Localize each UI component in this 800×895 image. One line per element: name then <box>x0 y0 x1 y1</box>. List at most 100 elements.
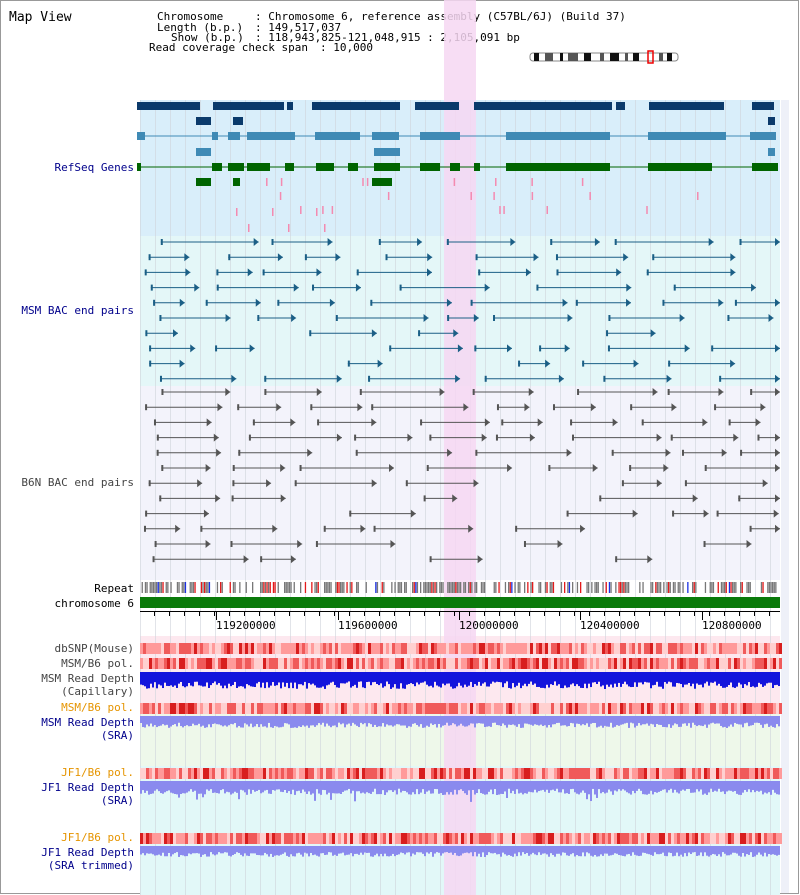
jf1-b6-pol-cell <box>467 768 470 779</box>
b6n-bac-track-label[interactable]: B6N BAC end pairs <box>21 476 134 489</box>
msm-depth-cap-label-1[interactable]: MSM Read Depth <box>41 672 134 685</box>
msm-depth-sra-bar <box>594 716 596 723</box>
jf1-b6-pol-cell <box>671 768 674 779</box>
msm-depth-sra-bar <box>674 716 676 724</box>
jf1-b6-pol-label[interactable]: JF1/B6 pol. <box>61 766 134 779</box>
msm-depth-sra-bar <box>458 716 460 726</box>
msm-b6-pol-sra-cell <box>629 703 632 714</box>
jf1-depth-trim-bar <box>724 846 726 854</box>
msm-b6-pol-cell <box>536 658 539 669</box>
jf1-b6-pol-cell <box>674 768 677 779</box>
jf1-depth-trim-bar <box>484 846 486 857</box>
jf1-b6-pol-2-cell <box>701 833 704 844</box>
dbsnp-cell <box>671 643 674 654</box>
msm-depth-cap-bar <box>722 672 724 688</box>
jf1-depth-sra-bar <box>180 781 182 795</box>
b6n-bac-arrow <box>452 494 458 503</box>
jf1-depth-sra-bar <box>530 781 532 793</box>
jf1-b6-pol-cell <box>254 768 257 779</box>
jf1-b6-pol-2-cell <box>410 833 413 844</box>
jf1-b6-pol-cell <box>368 768 371 779</box>
repeat-feature <box>336 582 339 593</box>
msm-depth-sra-bar <box>724 716 726 727</box>
dbsnp-cell <box>755 643 758 654</box>
msm-b6-pol-cell <box>677 658 680 669</box>
dbsnp-cell <box>698 643 701 654</box>
msm-depth-cap-bar <box>178 672 180 684</box>
dbsnp-cell <box>227 643 230 654</box>
jf1-depth-sra-bar <box>462 781 464 791</box>
msm-depth-sra-bar <box>620 716 622 725</box>
b6n-bac-end <box>152 556 155 563</box>
msm-depth-cap-bar <box>460 672 462 686</box>
jf1-depth-sra-label-1[interactable]: JF1 Read Depth <box>41 781 134 794</box>
jf1-depth-sra-bar <box>228 781 230 793</box>
msm-b6-pol-sra-cell <box>338 703 341 714</box>
jf1-depth-trim-bar <box>318 846 320 857</box>
dbsnp-cell <box>596 643 599 654</box>
msm-b6-pol-sra-cell <box>737 703 740 714</box>
msm-b6-pol-sra-cell <box>422 703 425 714</box>
repeat-feature <box>772 582 774 593</box>
msm-depth-sra-bar <box>372 716 374 727</box>
msm-depth-sra-bar <box>510 716 512 725</box>
msm-depth-cap-bar <box>286 672 288 683</box>
msm-depth-cap-bar <box>664 672 666 683</box>
msm-depth-sra-bar <box>750 716 752 726</box>
b6n-bac-arrow <box>225 388 231 396</box>
jf1-depth-trim-bar <box>386 846 388 857</box>
repeat-feature <box>232 582 235 593</box>
msm-b6-pol-track-label[interactable]: MSM/B6 pol. <box>61 657 134 670</box>
jf1-depth-trim-bar <box>300 846 302 855</box>
msm-b6-pol-cell <box>512 658 515 669</box>
dbsnp-cell <box>653 643 656 654</box>
repeat-track-label[interactable]: Repeat <box>94 582 134 595</box>
jf1-depth-trim-label-1[interactable]: JF1 Read Depth <box>41 846 134 859</box>
gene-block <box>752 163 778 171</box>
jf1-depth-trim-bar <box>510 846 512 856</box>
msm-b6-pol-sra-cell <box>275 703 278 714</box>
gene-block <box>750 132 776 140</box>
repeat-feature <box>261 582 263 593</box>
msm-depth-sra-bar <box>282 716 284 727</box>
msm-b6-pol-sra-cell <box>464 703 467 714</box>
jf1-b6-pol-2-cell <box>746 833 749 844</box>
dbsnp-cell <box>173 643 176 654</box>
b6n-bac-arrow <box>775 448 780 457</box>
msm-depth-sra-bar <box>276 716 278 727</box>
repeat-feature <box>463 582 465 593</box>
chromosome-track-label[interactable]: chromosome 6 <box>54 597 134 610</box>
jf1-b6-pol-2-cell <box>668 833 671 844</box>
jf1-depth-sra-bar <box>294 781 296 795</box>
msm-depth-cap-bar <box>360 672 362 682</box>
jf1-b6-pol-cell <box>686 768 689 779</box>
repeat-feature <box>146 582 148 593</box>
msm-depth-sra-bar <box>196 716 198 726</box>
msm-b6-pol-sra-label[interactable]: MSM/B6 pol. <box>61 701 134 714</box>
repeat-feature <box>229 582 231 593</box>
msm-bac-arrow <box>730 359 736 368</box>
repeat-feature <box>442 582 444 593</box>
msm-b6-pol-cell <box>629 658 632 669</box>
msm-bac-track-label[interactable]: MSM BAC end pairs <box>21 304 134 317</box>
refseq-track-label[interactable]: RefSeq Genes <box>54 161 134 174</box>
repeat-feature <box>412 582 414 593</box>
msm-b6-pol-sra-cell <box>527 703 530 714</box>
msm-b6-pol-cell <box>437 658 440 669</box>
msm-bac-arrow <box>277 253 283 262</box>
dbsnp-cell <box>695 643 698 654</box>
jf1-b6-pol-cell <box>491 768 494 779</box>
msm-depth-cap-bar <box>648 672 650 683</box>
msm-depth-sra-label-1[interactable]: MSM Read Depth <box>41 716 134 729</box>
msm-depth-cap-bar <box>732 672 734 688</box>
msm-depth-cap-bar <box>552 672 554 686</box>
jf1-b6-pol-2-label[interactable]: JF1/B6 pol. <box>61 831 134 844</box>
dbsnp-cell <box>257 643 260 654</box>
jf1-depth-sra-bar <box>286 781 288 793</box>
msm-depth-cap-bar <box>268 672 270 688</box>
dbsnp-track-label[interactable]: dbSNP(Mouse) <box>54 642 134 655</box>
jf1-b6-pol-2-cell <box>155 833 158 844</box>
msm-b6-pol-sra-cell <box>467 703 470 714</box>
repeat-feature <box>695 582 697 593</box>
